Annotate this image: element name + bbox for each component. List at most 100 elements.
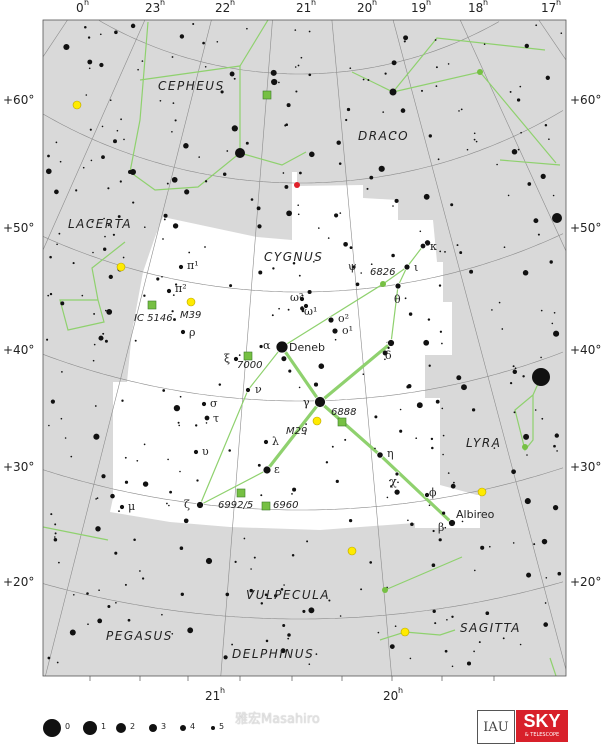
planetary-nebula-marker <box>522 444 528 450</box>
star <box>161 276 163 278</box>
star <box>292 262 296 265</box>
star <box>435 85 438 87</box>
ra-label-top: 23 <box>145 1 161 15</box>
declination-line <box>43 233 564 293</box>
star <box>308 663 311 665</box>
star <box>92 251 94 254</box>
star <box>99 62 104 68</box>
pegasus-figure <box>43 526 109 541</box>
ra-label-top: 22 <box>215 1 231 15</box>
star-phi <box>424 492 430 498</box>
star <box>124 583 127 586</box>
star <box>554 433 559 438</box>
ra-label-top: 20 <box>357 1 373 15</box>
star <box>256 206 261 211</box>
star <box>87 59 93 65</box>
magnitude-legend-label: 5 <box>219 722 225 731</box>
cygnus-figure <box>265 400 322 472</box>
star <box>512 365 515 368</box>
star <box>480 545 485 550</box>
star <box>250 568 252 570</box>
star <box>107 224 110 227</box>
star <box>283 584 285 586</box>
star <box>503 246 506 249</box>
star <box>346 107 351 112</box>
star <box>349 67 352 70</box>
watermark: 雅宏Masahiro <box>235 712 320 727</box>
cluster-marker <box>312 416 322 426</box>
star <box>46 338 49 341</box>
star <box>282 172 285 174</box>
dso-label-ngc6826: 6826 <box>370 267 396 278</box>
star <box>280 588 284 591</box>
star <box>102 332 105 335</box>
star <box>415 437 418 440</box>
star <box>444 251 446 253</box>
star <box>389 479 391 482</box>
star <box>391 60 397 66</box>
star <box>345 118 348 122</box>
star <box>285 123 289 127</box>
star <box>552 504 559 511</box>
star <box>297 204 300 206</box>
star <box>370 263 373 266</box>
star <box>59 160 62 163</box>
star <box>168 504 170 507</box>
star <box>540 356 542 359</box>
star <box>183 518 189 524</box>
star-label-o1: o¹ <box>342 324 354 337</box>
star <box>284 184 289 189</box>
dso-label-ic5146: IC 5146 <box>134 313 173 324</box>
nebula-marker <box>147 300 157 310</box>
constellation-label-sagitta: SAGITTA <box>460 621 521 635</box>
star <box>136 459 139 462</box>
star <box>544 602 547 604</box>
star-pi2 <box>166 288 172 294</box>
bright-star <box>128 170 132 174</box>
star <box>231 125 238 132</box>
star <box>88 67 91 70</box>
star <box>439 250 442 253</box>
star-label-pi2: π² <box>175 282 187 295</box>
dec-label-right: +50° <box>570 221 602 235</box>
star <box>549 260 553 264</box>
star <box>107 605 111 608</box>
star <box>171 310 174 313</box>
star-label-deneb: Deneb <box>289 341 325 354</box>
star <box>107 187 110 190</box>
star <box>420 89 424 92</box>
star <box>163 218 166 221</box>
star <box>264 593 268 597</box>
star <box>442 434 445 437</box>
ra-label-top: 0 <box>76 1 84 15</box>
star-theta <box>394 282 402 290</box>
star <box>378 165 385 172</box>
star <box>540 173 546 179</box>
star <box>355 282 360 287</box>
star <box>334 213 339 218</box>
dec-label-left: +40° <box>3 343 35 357</box>
cluster-marker <box>72 100 82 110</box>
star <box>142 481 149 487</box>
star <box>516 98 521 102</box>
star <box>167 458 169 461</box>
cluster-marker <box>347 546 357 556</box>
star <box>403 35 409 41</box>
star <box>473 650 475 653</box>
star <box>431 563 436 567</box>
star <box>278 81 280 84</box>
star <box>522 270 529 276</box>
star <box>511 149 518 155</box>
nebula-marker <box>262 90 272 100</box>
star <box>174 283 178 286</box>
hour-unit: h <box>372 0 378 7</box>
magnitude-legend-dot <box>149 724 157 732</box>
star <box>444 526 447 529</box>
magnitude-legend-dot <box>83 721 97 735</box>
dec-label-left: +20° <box>3 575 35 589</box>
star <box>524 498 531 505</box>
star <box>483 43 486 45</box>
star <box>47 294 50 297</box>
bright-star <box>552 213 562 223</box>
star <box>171 632 174 635</box>
